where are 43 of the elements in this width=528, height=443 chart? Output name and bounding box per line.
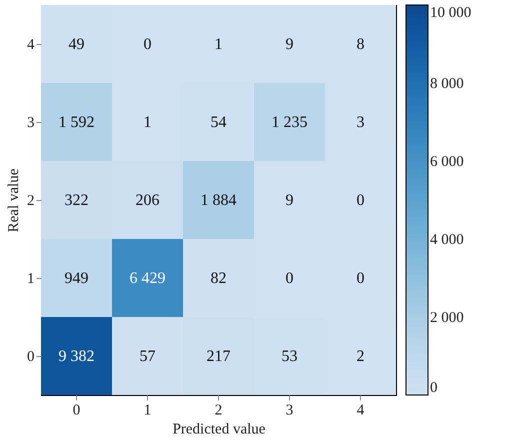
data-label: 9 382 — [58, 348, 94, 365]
x-axis-title: Predicted value — [172, 422, 266, 438]
data-label: 82 — [210, 270, 226, 287]
data-label: 57 — [140, 348, 156, 365]
y-tick-label: 0 — [27, 349, 34, 365]
x-tick-label: 2 — [214, 402, 222, 418]
data-label: 54 — [210, 114, 226, 131]
data-label: 322 — [64, 192, 88, 209]
data-label: 6 429 — [130, 270, 166, 287]
y-tick-label: 2 — [27, 193, 34, 209]
data-label: 0 — [286, 270, 294, 287]
y-tick-label: 4 — [27, 37, 35, 53]
data-label: 0 — [356, 270, 364, 287]
data-label: 1 592 — [58, 114, 94, 131]
y-tick-label: 1 — [27, 271, 34, 287]
color-bar-label: 0 — [430, 380, 438, 396]
color-bar-label: 6 000 — [430, 154, 464, 170]
data-label: 0 — [356, 192, 364, 209]
data-label: 53 — [282, 348, 298, 365]
x-tick-label: 4 — [356, 402, 365, 418]
color-bar-label: 8 000 — [430, 76, 464, 92]
data-label: 949 — [64, 270, 88, 287]
y-axis-title: Real value — [6, 168, 22, 232]
data-label: 49 — [68, 36, 84, 53]
x-tick-label: 3 — [286, 402, 294, 418]
y-tick-label: 3 — [27, 115, 34, 131]
color-bar-label: 4 000 — [430, 232, 464, 248]
data-label: 206 — [136, 192, 160, 209]
data-label: 217 — [206, 348, 230, 365]
data-label: 1 884 — [200, 192, 236, 209]
data-label: 9 — [286, 36, 294, 53]
data-label: 3 — [356, 114, 364, 131]
data-label: 0 — [144, 36, 152, 53]
data-label: 1 — [214, 36, 222, 53]
color-bar-label: 10 000 — [430, 5, 472, 21]
x-tick-label: 1 — [144, 402, 152, 418]
data-label: 1 — [144, 114, 152, 131]
color-bar-label: 2 000 — [430, 310, 464, 326]
data-label: 1 235 — [272, 114, 308, 131]
data-label: 8 — [356, 36, 364, 53]
data-label: 9 — [286, 192, 294, 209]
data-label: 2 — [356, 348, 364, 365]
x-tick-label: 0 — [72, 402, 80, 418]
